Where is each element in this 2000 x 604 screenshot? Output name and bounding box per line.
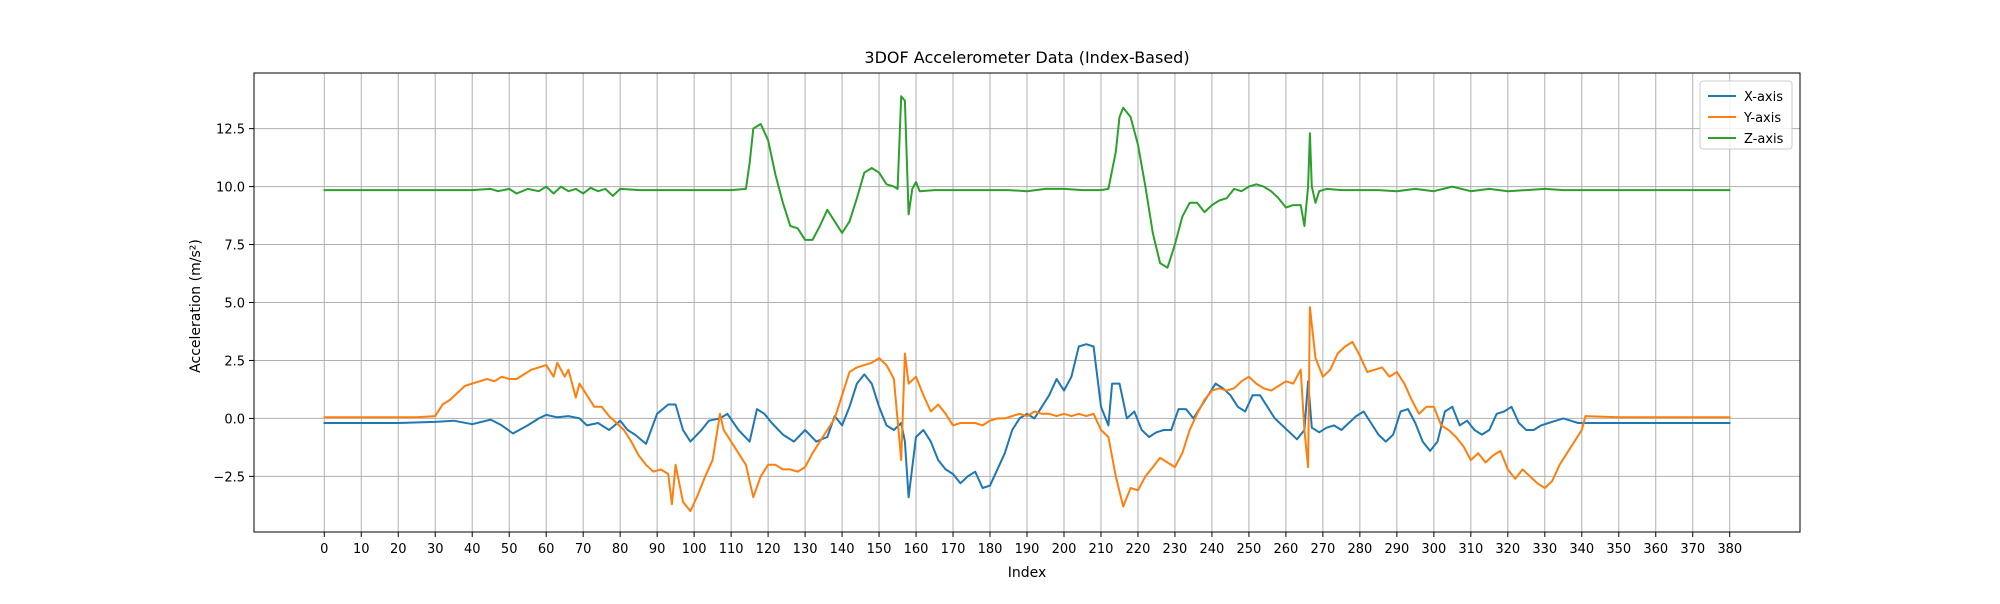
x-tick-label: 240 (1200, 542, 1225, 557)
y-tick-label: 12.5 (216, 123, 245, 138)
x-tick-label: 220 (1126, 542, 1151, 557)
grid-lines (254, 73, 1800, 532)
y-axis-ticks: −2.5 0.0 2.5 5.0 7.5 10.0 12.5 (213, 123, 254, 485)
y-tick-label: 5.0 (224, 297, 245, 312)
x-tick-label: 140 (830, 542, 855, 557)
x-tick-label: 40 (464, 542, 481, 557)
legend: X-axis Y-axis Z-axis (1699, 80, 1793, 150)
legend-box (1699, 80, 1793, 150)
x-tick-label: 200 (1052, 542, 1077, 557)
legend-label: X-axis (1744, 90, 1783, 105)
x-tick-label: 300 (1421, 542, 1446, 557)
series-line-x-axis (323, 343, 1731, 499)
x-axis-ticks: 0 10 20 30 40 50 60 70 80 90 100 110 120 130 140 150 160… (320, 532, 1742, 557)
x-tick-label: 170 (941, 542, 966, 557)
x-tick-label: 190 (1015, 542, 1040, 557)
x-tick-label: 110 (719, 542, 744, 557)
x-tick-label: 270 (1310, 542, 1335, 557)
legend-label: Z-axis (1744, 132, 1784, 147)
x-tick-label: 70 (575, 542, 592, 557)
x-tick-label: 230 (1163, 542, 1188, 557)
x-tick-label: 20 (390, 542, 407, 557)
x-tick-label: 60 (538, 542, 555, 557)
x-tick-label: 160 (904, 542, 929, 557)
x-tick-label: 0 (320, 542, 328, 557)
x-tick-label: 310 (1458, 542, 1483, 557)
x-tick-label: 370 (1680, 542, 1705, 557)
chart-title: 3DOF Accelerometer Data (Index-Based) (864, 48, 1189, 67)
x-tick-label: 340 (1569, 542, 1594, 557)
x-tick-label: 150 (867, 542, 892, 557)
y-tick-label: 2.5 (224, 354, 245, 369)
x-tick-label: 260 (1273, 542, 1298, 557)
x-tick-label: 10 (353, 542, 370, 557)
x-tick-label: 120 (756, 542, 781, 557)
x-tick-label: 320 (1495, 542, 1520, 557)
x-tick-label: 100 (682, 542, 707, 557)
x-tick-label: 180 (978, 542, 1003, 557)
x-tick-label: 250 (1236, 542, 1261, 557)
x-tick-label: 130 (793, 542, 818, 557)
x-tick-label: 330 (1532, 542, 1557, 557)
x-tick-label: 380 (1717, 542, 1742, 557)
series-line-z-axis (323, 95, 1731, 269)
x-tick-label: 290 (1384, 542, 1409, 557)
x-tick-label: 360 (1643, 542, 1668, 557)
y-tick-label: 0.0 (224, 412, 245, 427)
x-tick-label: 90 (649, 542, 666, 557)
x-tick-label: 80 (612, 542, 629, 557)
series-lines (323, 95, 1731, 513)
x-tick-label: 210 (1089, 542, 1114, 557)
y-tick-label: −2.5 (213, 470, 245, 485)
y-axis-label: Acceleration (m/s²) (188, 239, 204, 373)
y-tick-label: 10.0 (216, 181, 245, 196)
x-axis-label: Index (1008, 565, 1047, 581)
series-line-y-axis (323, 306, 1731, 513)
x-tick-label: 280 (1347, 542, 1372, 557)
x-tick-label: 30 (427, 542, 444, 557)
y-tick-label: 7.5 (224, 239, 245, 254)
legend-label: Y-axis (1743, 111, 1781, 126)
x-tick-label: 50 (501, 542, 518, 557)
x-tick-label: 350 (1606, 542, 1631, 557)
